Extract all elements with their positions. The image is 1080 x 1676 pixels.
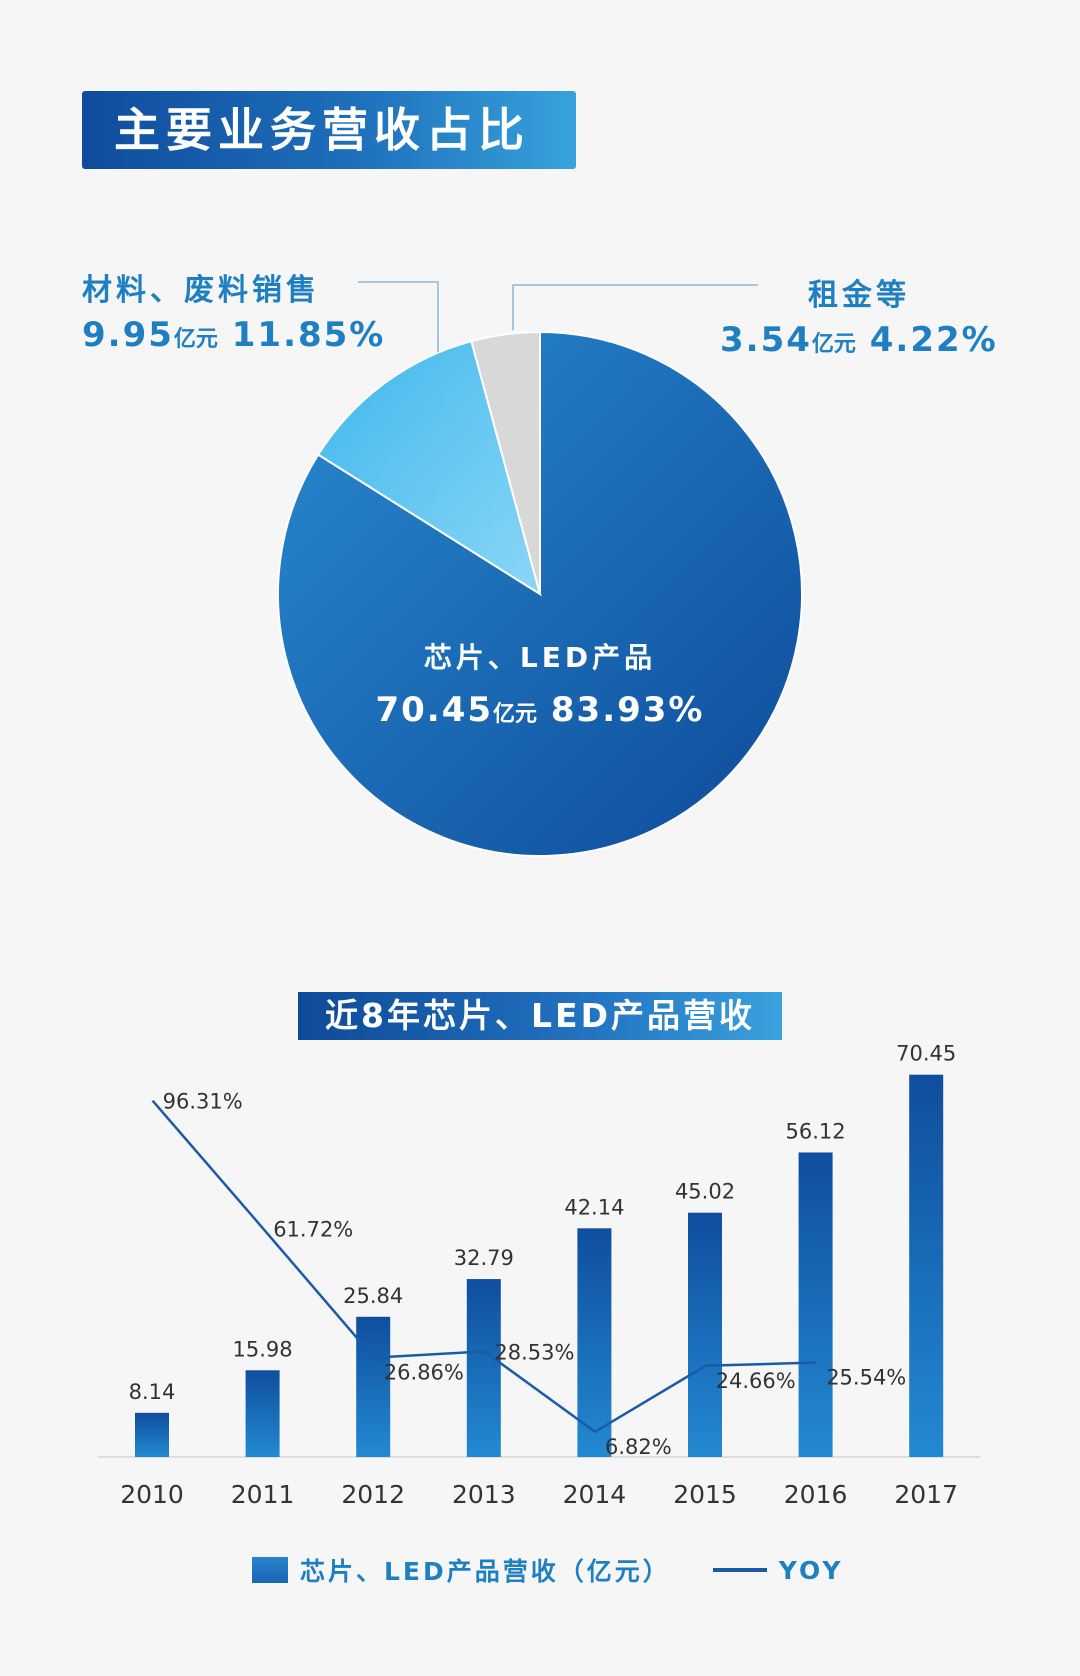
callout-chips: 芯片、LED产品 70.45亿元 83.93% <box>340 636 740 730</box>
pie-slice-rent <box>470 330 541 595</box>
bar-chart: 8.14 2010 15.98 2011 25.84 2012 32.79 2013 42.14… <box>98 1042 980 1509</box>
callout-chips-unit: 亿元 <box>493 702 538 727</box>
pie-slice-chips <box>277 330 803 857</box>
x-tick-2017: 2017 <box>894 1480 958 1509</box>
x-tick-2010: 2010 <box>120 1480 184 1509</box>
bar-value-label-2016: 56.12 <box>786 1119 846 1143</box>
bar-2010 <box>135 1412 169 1457</box>
bar-2013 <box>466 1279 501 1457</box>
callout-materials-name: 材料、废料销售 <box>82 273 320 308</box>
callout-materials-unit: 亿元 <box>173 327 218 352</box>
callout-chips-amount: 70.45 <box>375 690 494 730</box>
callout-chips-pct: 83.93% <box>550 690 705 730</box>
bar-value-label-2017: 70.45 <box>896 1042 956 1066</box>
yoy-label-2015: 6.82% <box>605 1435 672 1459</box>
yoy-line <box>151 1099 817 1434</box>
leader-line-materials <box>358 281 439 352</box>
bar-section-title: 近8年芯片、LED产品营收 <box>298 992 782 1040</box>
pie-leader-lines <box>358 281 758 352</box>
yoy-label-2017: 25.54% <box>826 1366 906 1390</box>
yoy-label-2014: 28.53% <box>494 1340 574 1364</box>
x-tick-2016: 2016 <box>784 1480 848 1509</box>
legend-line-label: YOY <box>778 1555 844 1585</box>
bar-value-label-2010: 8.14 <box>129 1380 176 1404</box>
bar-2012 <box>356 1316 391 1457</box>
pie-section-title: 主要业务营收占比 <box>82 91 576 169</box>
leader-line-rent <box>512 284 758 330</box>
callout-rent-unit: 亿元 <box>811 332 856 357</box>
callout-rent-amount: 3.54 <box>720 320 812 360</box>
callout-materials-amount: 9.95 <box>82 315 174 355</box>
callout-rent-name: 租金等 <box>808 278 910 313</box>
x-tick-2012: 2012 <box>341 1480 405 1509</box>
x-tick-2011: 2011 <box>231 1480 295 1509</box>
pie-chart <box>277 330 803 857</box>
callout-chips-name: 芯片、LED产品 <box>423 641 657 674</box>
callout-materials-pct: 11.85% <box>231 315 386 355</box>
bar-2016 <box>798 1152 833 1457</box>
bar-2017 <box>909 1074 944 1457</box>
x-tick-2013: 2013 <box>452 1480 516 1509</box>
bar-2014 <box>577 1228 612 1457</box>
yoy-label-2016: 24.66% <box>716 1369 796 1393</box>
bar-value-label-2014: 42.14 <box>564 1195 624 1219</box>
callout-rent-value: 3.54亿元 4.22% <box>720 320 998 360</box>
legend-line-swatch <box>712 1568 767 1572</box>
bar-value-label-2012: 25.84 <box>343 1284 403 1308</box>
bar-value-label-2013: 32.79 <box>454 1246 514 1270</box>
bar-value-label-2015: 45.02 <box>675 1180 735 1204</box>
callout-rent: 租金等 3.54亿元 4.22% <box>720 270 998 360</box>
callout-rent-pct: 4.22% <box>869 320 998 360</box>
bar-chart-legend: 芯片、LED产品营收（亿元） YOY <box>252 1552 843 1588</box>
yoy-label-2013: 26.86% <box>384 1361 464 1385</box>
legend-bar-label: 芯片、LED产品营收（亿元） <box>300 1557 671 1586</box>
yoy-label-2011: 96.31% <box>163 1090 243 1114</box>
legend-bar-swatch <box>252 1557 288 1583</box>
bar-value-label-2011: 15.98 <box>233 1337 293 1361</box>
callout-materials-value: 9.95亿元 11.85% <box>82 315 385 355</box>
yoy-label-2012: 61.72% <box>273 1218 353 1242</box>
bar-2011 <box>245 1370 280 1457</box>
bar-2015 <box>688 1212 722 1457</box>
callout-chips-value: 70.45亿元 83.93% <box>340 690 740 730</box>
x-tick-2014: 2014 <box>563 1480 627 1509</box>
callout-materials: 材料、废料销售 9.95亿元 11.85% <box>82 265 385 355</box>
pie-slice-materials <box>316 339 542 597</box>
x-tick-2015: 2015 <box>673 1480 737 1509</box>
